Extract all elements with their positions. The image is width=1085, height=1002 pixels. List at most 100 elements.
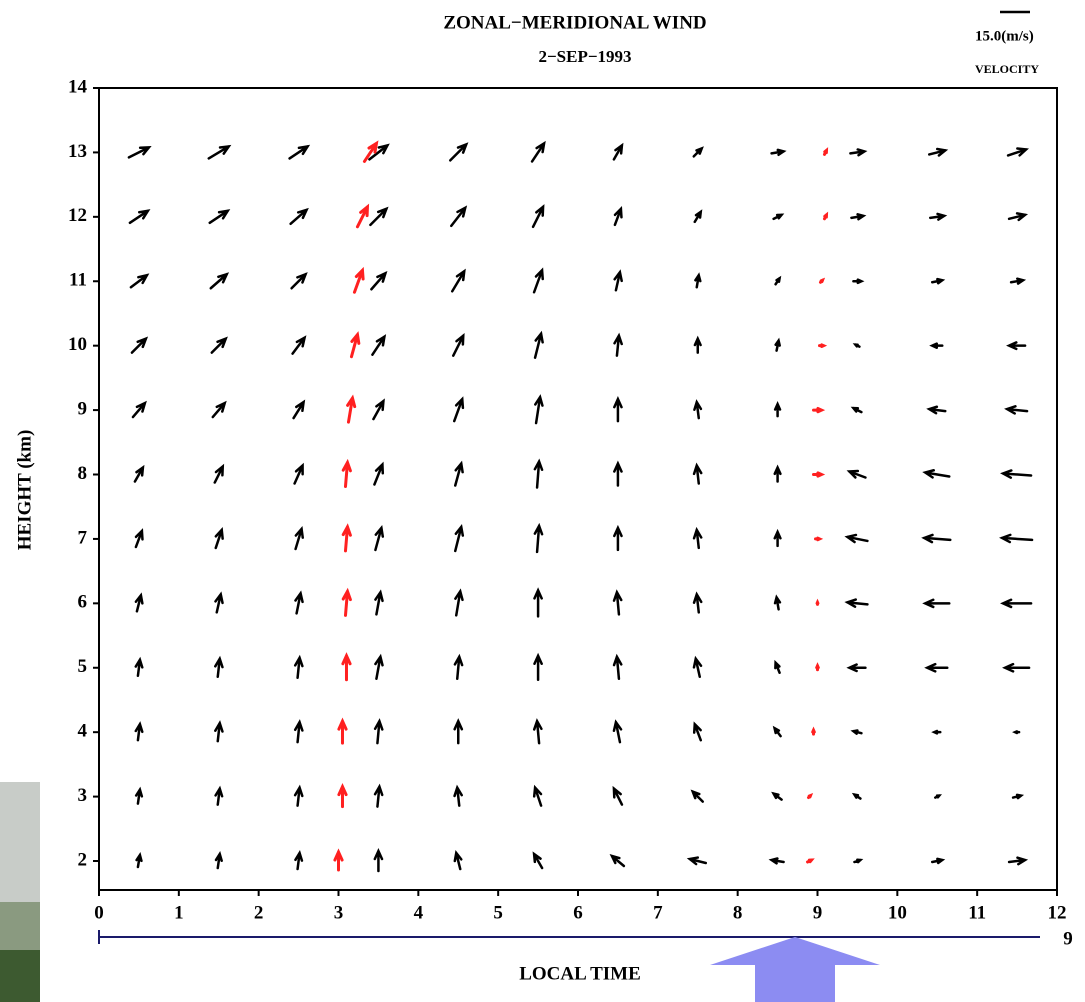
wind-arrow (612, 785, 624, 806)
wind-arrow (214, 527, 224, 550)
wind-arrow (693, 209, 703, 224)
wind-arrow (134, 528, 144, 549)
wind-arrow (774, 275, 782, 286)
wind-arrow (451, 268, 466, 293)
highlight-arrow (346, 394, 357, 424)
wind-arrow (694, 272, 702, 289)
wind-arrow (533, 587, 543, 618)
wind-arrow (134, 786, 144, 805)
wind-arrow (692, 655, 703, 679)
wind-arrow (533, 458, 544, 489)
wind-arrow (214, 655, 224, 679)
wind-arrow (772, 213, 785, 221)
wind-arrow (929, 212, 948, 221)
highlight-arrow (812, 406, 826, 414)
wind-arrow (134, 721, 144, 742)
y-tick-label: 12 (68, 205, 87, 226)
wind-arrow (844, 598, 869, 608)
wind-arrow (852, 343, 861, 348)
wind-arrow (209, 272, 230, 290)
x-axis-label: LOCAL TIME (519, 963, 641, 984)
wind-arrow (368, 143, 390, 161)
wind-arrow (532, 851, 544, 870)
wind-arrow (532, 784, 543, 807)
wind-arrow (453, 718, 464, 745)
wind-arrow (288, 144, 311, 160)
wind-arrow (450, 205, 468, 228)
y-axis-label: HEIGHT (km) (14, 430, 35, 551)
x-tick-label: 11 (968, 902, 986, 923)
wind-arrow (294, 590, 304, 615)
wind-arrow (454, 588, 464, 617)
wind-arrow (771, 791, 783, 801)
pointer-arrow (710, 937, 880, 1002)
wind-arrow (613, 524, 623, 552)
wind-arrow (214, 720, 224, 743)
wind-arrow (290, 272, 308, 290)
wind-arrow (852, 278, 865, 285)
wind-arrow (851, 792, 862, 800)
wind-arrow (134, 592, 144, 613)
wind-arrow (534, 394, 544, 425)
wind-arrow (453, 784, 463, 807)
wind-arrow (374, 589, 384, 616)
wind-arrow (134, 656, 144, 678)
wind-arrow (692, 462, 703, 485)
wind-arrow (613, 460, 623, 487)
wind-arrow (612, 142, 624, 161)
highlight-arrow (815, 662, 820, 672)
highlight-arrow (341, 523, 352, 553)
y-tick-label: 5 (78, 656, 88, 677)
wind-arrow (294, 849, 304, 871)
wind-arrow (207, 144, 232, 160)
wind-arrow (1004, 405, 1029, 415)
wind-arrow (213, 463, 225, 484)
wind-arrow (293, 462, 304, 485)
wind-arrow (370, 270, 388, 291)
wind-arrow (844, 533, 869, 544)
wind-arrow (613, 332, 623, 357)
photo-sky (0, 782, 40, 902)
wind-arrow (374, 524, 385, 552)
wind-arrow (454, 523, 465, 553)
highlight-arrow (341, 458, 352, 489)
wind-arrow (692, 721, 702, 742)
x-tick-label: 10 (888, 902, 907, 923)
wind-arrow (850, 213, 867, 221)
wind-arrow (1002, 662, 1031, 673)
wind-arrow (453, 396, 465, 423)
wind-arrow (294, 526, 304, 551)
wind-arrow (533, 652, 543, 682)
wind-arrow (211, 400, 227, 419)
wind-arrow (770, 148, 787, 156)
wind-arrow (768, 857, 785, 865)
y-tick-label: 10 (68, 334, 87, 355)
wind-arrow (693, 399, 703, 420)
y-tick-label: 14 (68, 76, 88, 97)
wind-arrow (1000, 469, 1033, 479)
wind-arrow (773, 464, 782, 483)
wind-arrow (129, 273, 150, 289)
highlight-arrow (355, 203, 370, 229)
highlight-arrow (352, 266, 365, 294)
wind-arrow (373, 461, 385, 486)
wind-arrow (454, 460, 464, 487)
wind-arrow (373, 783, 384, 808)
wind-arrow (127, 146, 152, 159)
wind-arrow (532, 267, 544, 294)
wind-arrow (131, 400, 147, 419)
highlight-arrow (815, 598, 820, 606)
wind-arrow (135, 852, 143, 869)
y-tick-label: 7 (78, 527, 88, 548)
wind-arrow (999, 533, 1034, 544)
wind-arrow (1000, 598, 1033, 609)
highlight-arrow (337, 717, 348, 745)
wind-arrow (373, 718, 384, 745)
x-tick-label: 1 (174, 902, 184, 923)
wind-arrow (692, 591, 703, 614)
wind-arrow (773, 401, 782, 418)
x-tick-label: 3 (334, 902, 344, 923)
y-tick-label: 4 (78, 721, 88, 742)
wind-arrow (774, 337, 781, 352)
wind-arrow (1006, 147, 1029, 157)
